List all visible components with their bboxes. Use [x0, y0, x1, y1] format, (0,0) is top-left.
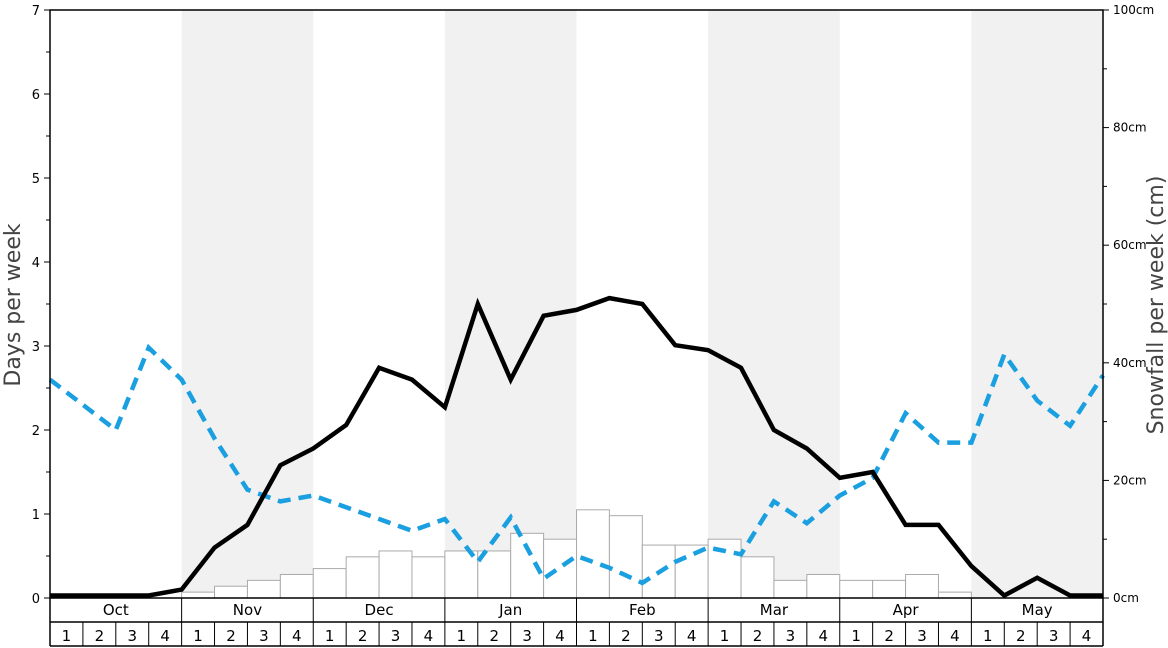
snowfall-bar: [246, 579, 281, 599]
week-label: 1: [325, 627, 335, 645]
month-label: Feb: [629, 601, 656, 619]
right-tick-label: 80cm: [1113, 121, 1147, 135]
series-lines: [48, 295, 1105, 599]
snowfall-bar: [444, 550, 479, 599]
snowfall-bar: [937, 591, 972, 599]
month-shading-bands: [181, 10, 1103, 598]
left-tick-label: 4: [32, 256, 40, 271]
week-label: 1: [851, 627, 861, 645]
week-label: 3: [786, 627, 796, 645]
snowfall-bar: [707, 538, 742, 599]
shade-band-nov: [181, 10, 314, 598]
right-tick-label: 0cm: [1113, 591, 1139, 605]
snowfall-bar: [608, 515, 643, 599]
snowfall-bar: [279, 573, 314, 599]
week-label: 1: [62, 627, 72, 645]
dashed-days-line: [48, 343, 1105, 586]
left-tick-label: 2: [32, 424, 40, 439]
right-tick-label: 20cm: [1113, 473, 1147, 487]
week-label: 4: [819, 627, 829, 645]
month-label: Oct: [103, 601, 129, 619]
week-label: 4: [687, 627, 697, 645]
month-label: May: [1022, 601, 1053, 619]
left-y-axis: 0 1 2 3 4 5 6 7: [32, 4, 50, 607]
week-label: 2: [884, 627, 894, 645]
month-label: Apr: [893, 601, 920, 619]
right-y-axis: 0cm 20cm 40cm 60cm 80cm 100cm: [1103, 3, 1154, 605]
week-label: 2: [621, 627, 631, 645]
week-label: 3: [1049, 627, 1059, 645]
shade-band-may: [971, 10, 1103, 598]
left-tick-label: 6: [32, 88, 40, 103]
right-tick-label: 40cm: [1113, 356, 1147, 370]
snowfall-bar: [181, 591, 216, 599]
week-label: 4: [424, 627, 434, 645]
week-label: 4: [1082, 627, 1092, 645]
snowfall-bar: [839, 579, 874, 599]
left-tick-label: 0: [32, 592, 40, 607]
week-label: 2: [358, 627, 368, 645]
week-label: 2: [1016, 627, 1026, 645]
week-label: 2: [753, 627, 763, 645]
left-tick-label: 1: [32, 508, 40, 523]
left-tick-label: 3: [32, 340, 40, 355]
month-label: Jan: [498, 601, 522, 619]
left-tick-label: 5: [32, 172, 40, 187]
week-label: 4: [160, 627, 170, 645]
snowfall-bar: [773, 579, 808, 599]
week-label: 1: [720, 627, 730, 645]
snowfall-bar: [872, 579, 907, 599]
month-label: Nov: [233, 601, 262, 619]
right-tick-label: 60cm: [1113, 238, 1147, 252]
left-tick-label: 7: [32, 4, 40, 19]
x-axis-month-week-table: Oct 1 2 3 4 Nov 1 2 3 4 Dec 1 2 3 4 Jan 1 2 3 4 Feb 1 2 3 4 Mar 1 2…: [49, 598, 1104, 647]
snowfall-bar: [312, 568, 347, 599]
left-axis-title: Days per week: [1, 223, 26, 386]
snow-days-line: [50, 295, 1103, 599]
week-label: 1: [983, 627, 993, 645]
week-label: 3: [391, 627, 401, 645]
snowfall-bar: [576, 509, 610, 599]
week-label: 3: [917, 627, 927, 645]
snowfall-bar: [543, 538, 577, 599]
right-axis-title: Snowfall per week (cm): [1144, 176, 1168, 435]
snowfall-bar: [477, 550, 512, 599]
week-label: 2: [95, 627, 105, 645]
snowfall-bar: [674, 544, 709, 599]
shade-band-jan: [444, 10, 577, 598]
week-label: 1: [193, 627, 203, 645]
week-label: 4: [555, 627, 565, 645]
snowfall-bar: [214, 585, 248, 599]
snowfall-bar: [345, 556, 380, 599]
week-label: 1: [588, 627, 598, 645]
month-label: Dec: [365, 601, 394, 619]
week-label: 3: [522, 627, 532, 645]
week-label: 3: [127, 627, 137, 645]
week-label: 3: [259, 627, 269, 645]
week-label: 2: [489, 627, 499, 645]
snowfall-bar: [378, 550, 413, 599]
week-label: 3: [654, 627, 664, 645]
snowfall-bar: [905, 573, 939, 599]
snowfall-bar: [740, 556, 775, 599]
snowfall-bar: [806, 573, 841, 599]
week-label: 1: [457, 627, 467, 645]
snowfall-bar: [411, 556, 446, 599]
week-label: 2: [226, 627, 236, 645]
week-label: 4: [950, 627, 960, 645]
month-label: Mar: [760, 601, 789, 619]
right-tick-label: 100cm: [1113, 3, 1154, 17]
week-label: 4: [292, 627, 302, 645]
